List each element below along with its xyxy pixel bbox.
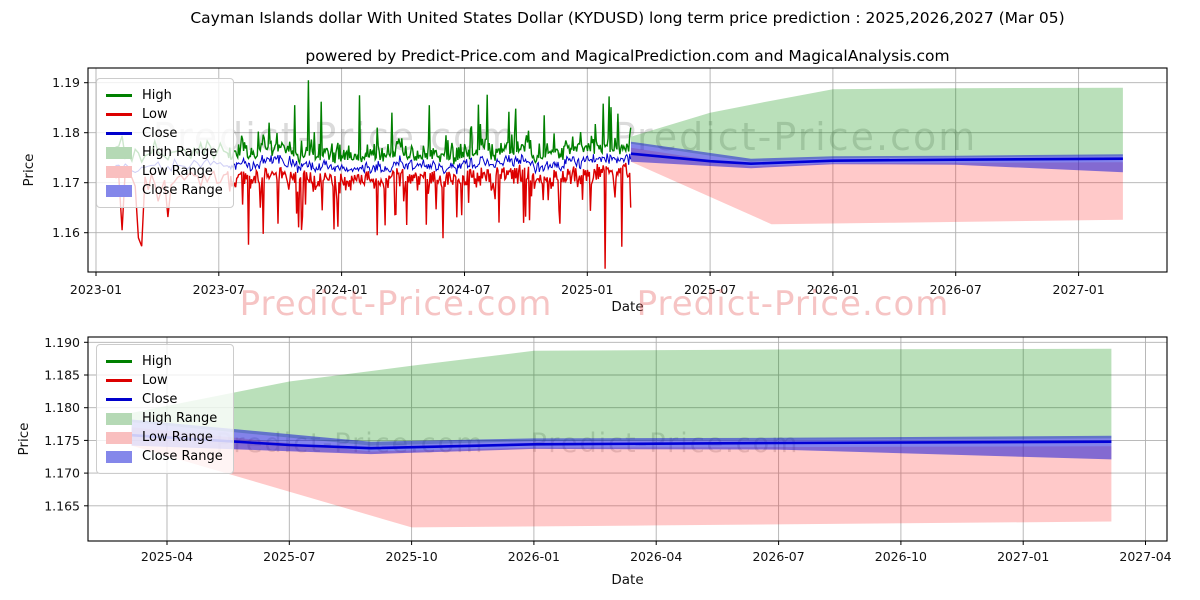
legend-item-close: Close <box>106 390 223 409</box>
y-tick-label: 1.190 <box>44 335 80 350</box>
legend-line-swatch <box>106 360 132 363</box>
x-tick-label: 2026-01 <box>508 549 560 564</box>
legend-label: Low <box>142 107 168 122</box>
legend-line-swatch <box>106 94 132 97</box>
y-tick-label: 1.165 <box>44 498 80 513</box>
legend-item-low-range: Low Range <box>106 162 223 181</box>
legend-label: Close Range <box>142 449 223 464</box>
legend-label: High <box>142 88 172 103</box>
legend-line-swatch <box>106 132 132 135</box>
legend-item-close-range: Close Range <box>106 447 223 466</box>
close-prediction-line <box>131 433 1112 450</box>
legend-label: Low <box>142 373 168 388</box>
legend: High Low Close High Range Low Range Close Ran… <box>96 78 234 208</box>
legend-patch-swatch <box>106 165 132 178</box>
close-line <box>115 153 632 175</box>
subplot-history-and-forecast: Predict-Price.comPredict-Price.com2023-0… <box>21 67 1168 315</box>
y-tick-label: 1.180 <box>44 400 80 415</box>
tick-labels: 2025-04 2025-07 2025-10 2026-01 2026-04 2026-… <box>44 335 1171 564</box>
legend-line-swatch <box>106 379 132 382</box>
legend-label: Close Range <box>142 183 223 198</box>
x-axis-label: Date <box>611 572 643 588</box>
x-tick-label: 2024-01 <box>315 282 367 297</box>
legend-patch-swatch <box>106 450 132 463</box>
legend-item-low: Low <box>106 105 223 124</box>
legend-patch-swatch <box>106 184 132 197</box>
x-tick-label: 2027-04 <box>1119 549 1171 564</box>
x-tick-label: 2025-01 <box>561 282 613 297</box>
close-prediction-line <box>630 152 1123 165</box>
legend-patch-swatch <box>106 431 132 444</box>
legend-item-close: Close <box>106 124 223 143</box>
legend-label: Low Range <box>142 164 213 179</box>
y-tick-label: 1.16 <box>52 225 80 240</box>
legend-item-low: Low <box>106 371 223 390</box>
y-axis-label: Price <box>21 154 37 187</box>
legend-item-high-range: High Range <box>106 143 223 162</box>
chart-title: Cayman Islands dollar With United States… <box>190 9 1065 27</box>
high-line <box>115 80 632 166</box>
low-line <box>115 162 632 269</box>
y-tick-label: 1.17 <box>52 175 80 190</box>
x-tick-label: 2027-01 <box>997 549 1049 564</box>
x-tick-label: 2025-07 <box>263 549 315 564</box>
axes-spines <box>87 336 1168 542</box>
legend-item-high-range: High Range <box>106 409 223 428</box>
x-tick-label: 2026-10 <box>875 549 927 564</box>
x-tick-label: 2026-07 <box>752 549 804 564</box>
y-tick-label: 1.175 <box>44 433 80 448</box>
legend-item-close-range: Close Range <box>106 181 223 200</box>
close-range-band <box>131 419 1112 460</box>
x-tick-label: 2026-04 <box>630 549 682 564</box>
legend-label: High Range <box>142 411 218 426</box>
x-tick-label: 2026-07 <box>930 282 982 297</box>
high-range-band <box>131 348 1112 446</box>
legend-item-high: High <box>106 352 223 371</box>
x-tick-label: 2026-01 <box>807 282 859 297</box>
legend-item-low-range: Low Range <box>106 428 223 447</box>
y-tick-label: 1.18 <box>52 125 80 140</box>
y-axis-label: Price <box>16 423 32 456</box>
legend-label: Close <box>142 126 178 141</box>
y-tick-label: 1.185 <box>44 368 80 383</box>
gridlines <box>88 68 1167 272</box>
legend-patch-swatch <box>106 146 132 159</box>
watermark-text: Predict-Price.com <box>636 284 950 324</box>
axes-spines <box>87 67 1168 273</box>
tick-labels: 2023-01 2023-07 2024-01 2024-07 2025-01 2025-… <box>52 75 1105 297</box>
legend-patch-swatch <box>106 412 132 425</box>
x-tick-label: 2025-04 <box>141 549 193 564</box>
high-range-band <box>630 87 1123 162</box>
watermark-text: Predict-Price.com <box>239 284 553 324</box>
legend-line-swatch <box>106 113 132 116</box>
legend-label: Close <box>142 392 178 407</box>
x-tick-label: 2027-01 <box>1052 282 1104 297</box>
subplot-forecast-detail: Predict-Price.comPredict-Price.com2025-0… <box>16 335 1172 588</box>
legend-label: High <box>142 354 172 369</box>
legend-label: Low Range <box>142 430 213 445</box>
x-tick-label: 2025-07 <box>684 282 736 297</box>
x-tick-label: 2023-01 <box>70 282 122 297</box>
x-tick-label: 2025-10 <box>385 549 437 564</box>
x-tick-label: 2023-07 <box>193 282 245 297</box>
y-tick-label: 1.19 <box>52 75 80 90</box>
x-axis-label: Date <box>611 299 643 315</box>
legend-line-swatch <box>106 398 132 401</box>
legend: High Low Close High Range Low Range Close Ran… <box>96 344 234 474</box>
legend-item-high: High <box>106 86 223 105</box>
y-tick-label: 1.170 <box>44 466 80 481</box>
chart-subtitle: powered by Predict-Price.com and Magical… <box>305 47 950 65</box>
legend-label: High Range <box>142 145 218 160</box>
x-tick-label: 2024-07 <box>438 282 490 297</box>
